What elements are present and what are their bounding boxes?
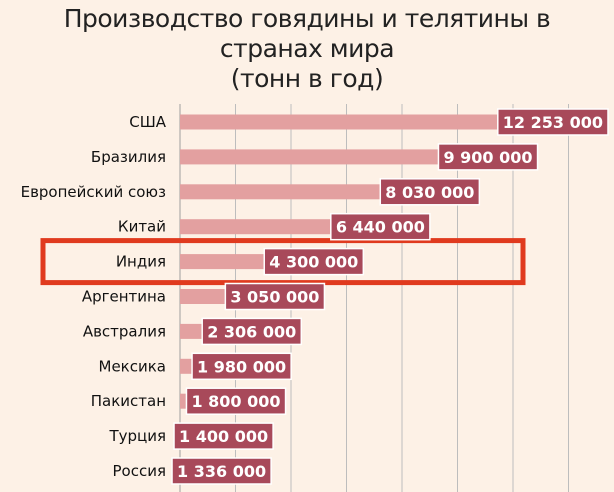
value-label-5: 3 050 000 [230, 288, 319, 307]
category-label-0: США [129, 113, 167, 131]
category-label-9: Турция [108, 427, 166, 445]
bar-2 [180, 184, 430, 200]
value-box-8 [185, 387, 287, 415]
value-box-2 [379, 178, 481, 206]
category-label-6: Австралия [83, 322, 166, 340]
value-box-6 [201, 317, 303, 346]
value-box-9 [173, 422, 274, 450]
labels: США 12 253 000 Бразилия 9 900 000 Европейски… [21, 108, 609, 485]
value-box-0 [497, 108, 609, 136]
category-label-1: Бразилия [91, 148, 166, 166]
chart-title-line-1: Производство говядины и телятины в [63, 4, 551, 33]
value-label-1: 9 900 000 [443, 148, 532, 167]
category-label-3: Китай [118, 218, 166, 236]
highlight-frame [40, 238, 526, 286]
value-label-6: 2 306 000 [207, 322, 296, 341]
value-box-10 [171, 457, 272, 485]
value-label-0: 12 253 000 [503, 113, 603, 132]
category-label-7: Мексика [99, 357, 166, 375]
value-label-9: 1 400 000 [179, 427, 268, 446]
category-label-10: Россия [113, 462, 167, 480]
chart-title-line-2: странах мира [219, 34, 395, 63]
bar-0 [180, 114, 562, 130]
category-label-2: Европейский союз [21, 183, 166, 201]
value-box-1 [437, 143, 539, 171]
value-box-4 [263, 247, 365, 276]
value-label-3: 6 440 000 [336, 218, 425, 237]
value-box-7 [191, 352, 292, 381]
category-label-4: Индия [116, 253, 166, 271]
value-label-2: 8 030 000 [385, 183, 474, 202]
highlight-layer [40, 238, 526, 286]
value-box-5 [224, 282, 326, 311]
value-label-7: 1 980 000 [197, 357, 286, 376]
value-label-4: 4 300 000 [269, 253, 358, 272]
category-label-5: Аргентина [82, 288, 166, 306]
chart-title: Производство говядины и телятины в стран… [0, 4, 614, 94]
value-box-3 [330, 212, 431, 241]
bar-1 [180, 149, 488, 165]
category-label-8: Пакистан [91, 392, 166, 410]
value-label-10: 1 336 000 [177, 462, 266, 481]
value-label-8: 1 800 000 [191, 392, 280, 411]
chart-title-line-3: (тонн в год) [230, 64, 384, 93]
